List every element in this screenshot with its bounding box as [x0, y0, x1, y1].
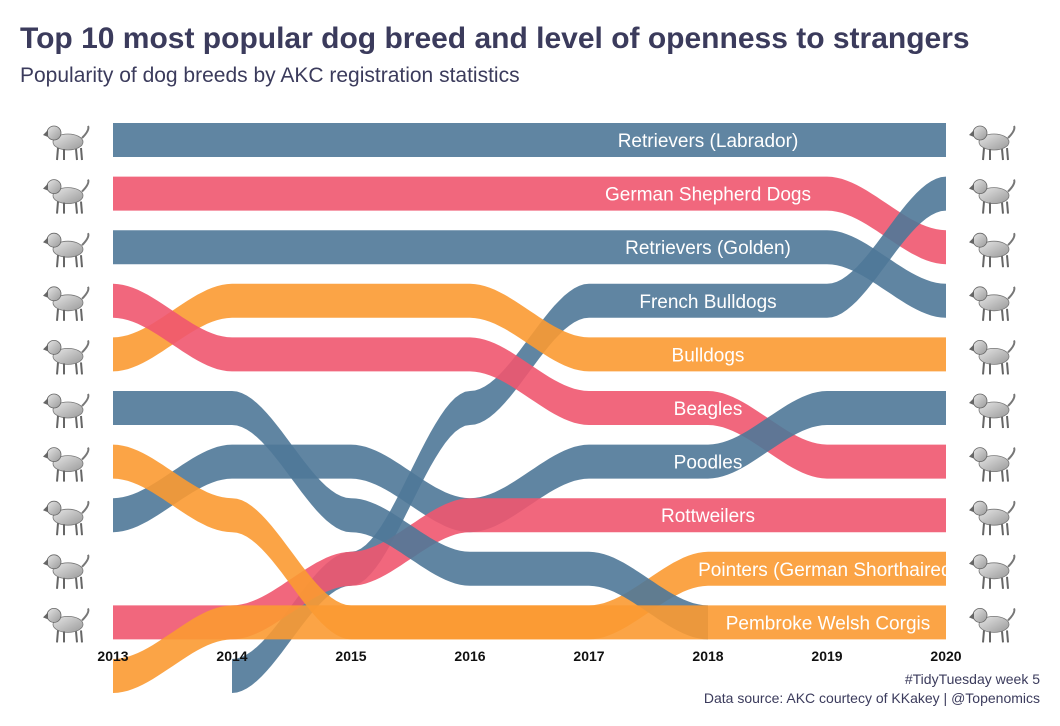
x-tick-2015: 2015: [335, 648, 366, 664]
ribbon-beagles: [113, 283, 946, 479]
label-french-bulldogs: French Bulldogs: [639, 292, 776, 313]
breed-icons-right: [969, 125, 1016, 643]
ribbon-german-shepherd-dogs: [113, 176, 946, 265]
dog-icon: [43, 447, 90, 482]
chart-title: Top 10 most popular dog breed and level …: [20, 22, 970, 55]
ribbon-bulldogs: [113, 283, 946, 372]
x-axis: 2013 2014 2015 2016 2017 2018 2019 2020: [97, 648, 961, 664]
breed-labels: Retrievers (Labrador) German Shepherd Dog…: [605, 131, 958, 634]
dog-icon: [43, 607, 90, 643]
dog-icon: [969, 339, 1016, 375]
caption-tidytuesday: #TidyTuesday week 5: [904, 671, 1040, 687]
label-german-shepherd-dogs: German Shepherd Dogs: [605, 185, 811, 206]
dog-icon: [969, 232, 1016, 268]
dog-icon: [43, 125, 90, 161]
label-poodles: Poodles: [674, 453, 743, 474]
dog-icon: [969, 286, 1016, 321]
dog-icon: [43, 179, 90, 214]
ribbon-pointers-german-shorthaired: [113, 444, 946, 640]
label-bulldogs: Bulldogs: [672, 345, 745, 366]
label-retrievers-labrador: Retrievers (Labrador): [618, 131, 799, 152]
dog-icon: [43, 232, 90, 268]
breed-icons-left: [43, 125, 90, 643]
ribbon-pembroke-welsh-corgis: [113, 605, 946, 693]
dog-icon: [969, 125, 1016, 161]
ribbon-retrievers-labrador: [113, 123, 946, 157]
dog-icon: [43, 500, 90, 536]
dog-icon: [969, 554, 1016, 589]
ribbon-pembroke-welsh-corgis: [113, 391, 708, 640]
caption-source: Data source: AKC courtecy of KKakey | @T…: [703, 690, 1040, 706]
ribbon-retrievers-golden: [113, 230, 946, 318]
x-tick-2017: 2017: [573, 648, 604, 664]
label-retrievers-golden: Retrievers (Golden): [625, 238, 791, 259]
x-tick-2018: 2018: [692, 648, 723, 664]
dog-icon: [43, 286, 90, 321]
chart-subtitle: Popularity of dog breeds by AKC registra…: [20, 64, 520, 87]
dog-icon: [43, 393, 90, 429]
label-pembroke-welsh-corgis: Pembroke Welsh Corgis: [726, 613, 931, 634]
dog-icon: [969, 607, 1016, 643]
x-tick-2016: 2016: [454, 648, 485, 664]
dog-icon: [969, 179, 1016, 214]
x-tick-2019: 2019: [811, 648, 842, 664]
x-tick-2013: 2013: [97, 648, 128, 664]
dog-icon: [969, 393, 1016, 429]
dog-icon: [969, 500, 1016, 536]
label-beagles: Beagles: [674, 399, 743, 420]
label-pointers-german-shorthaired: Pointers (German Shorthaired): [698, 560, 958, 581]
x-tick-2020: 2020: [930, 648, 961, 664]
ribbon-french-bulldogs: [232, 176, 946, 694]
x-tick-2014: 2014: [216, 648, 247, 664]
dog-icon: [969, 447, 1016, 482]
dog-icon: [43, 554, 90, 589]
ribbons: [113, 123, 946, 694]
dog-icon: [43, 339, 90, 375]
label-rottweilers: Rottweilers: [661, 506, 755, 527]
